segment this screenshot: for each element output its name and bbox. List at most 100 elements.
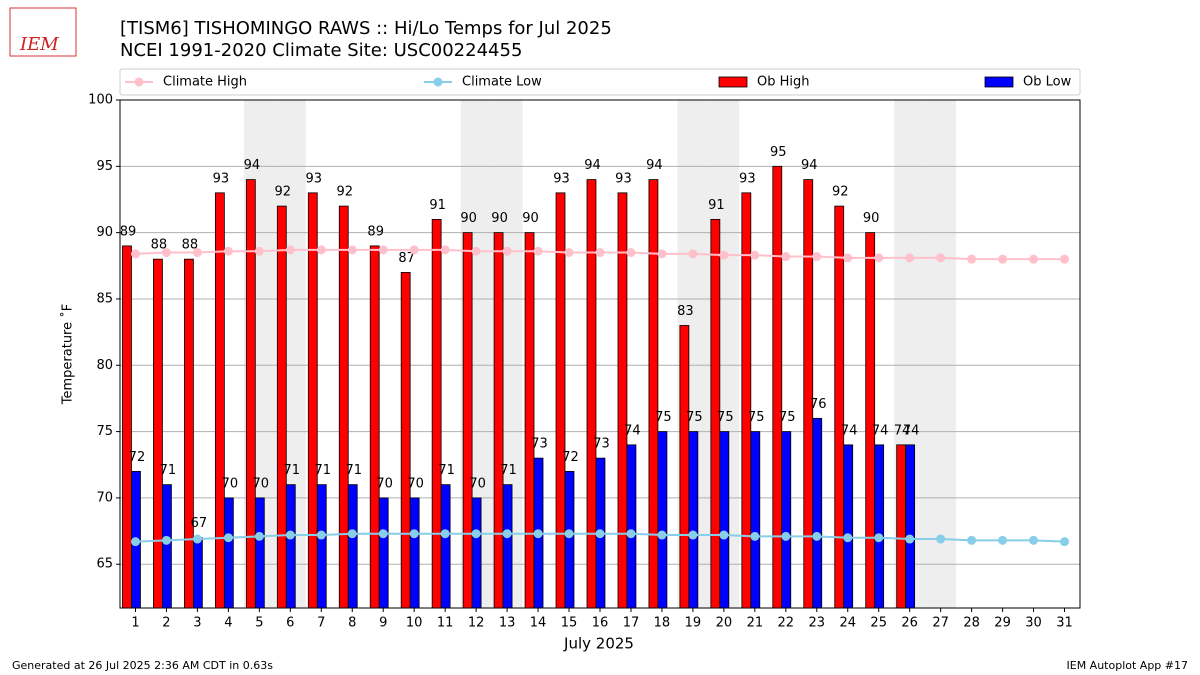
bar-value-label: 72 [129,450,146,465]
bar-value-label: 94 [244,158,261,173]
y-tick-label: 90 [96,225,113,240]
bar-value-label: 75 [655,410,672,425]
line-point [595,248,605,258]
line-point [161,535,171,545]
bar [493,232,504,609]
line-point [130,249,140,259]
x-tick-label: 5 [255,616,263,631]
x-tick-label: 11 [437,616,454,631]
bar [648,179,659,609]
legend-label: Climate High [163,75,247,90]
line-point [130,537,140,547]
bar [874,444,885,609]
bar-value-label: 74 [624,423,641,438]
line-point [223,533,233,543]
bar [750,431,761,609]
bar [316,484,327,609]
bar-value-label: 72 [562,450,579,465]
logo-box [9,7,77,57]
line-point [1060,537,1070,547]
line-point [316,530,326,540]
bar [772,165,783,609]
bar [781,431,792,609]
line-point [719,250,729,260]
bar-value-label: 90 [491,211,508,226]
bar [896,444,907,609]
line-point [905,534,915,544]
bar [688,431,699,609]
x-tick-label: 7 [317,616,325,631]
bar-value-label: 75 [686,410,703,425]
x-tick-label: 12 [468,616,485,631]
line-point [626,248,636,258]
bar-value-label: 91 [429,198,446,213]
line-point [874,533,884,543]
line-point [967,254,977,264]
line-point [192,248,202,258]
line-point [626,529,636,539]
bar-value-label: 94 [584,158,601,173]
bar [192,537,203,609]
x-tick-label: 19 [685,616,702,631]
bar-value-label: 93 [553,171,570,186]
bar [834,205,845,609]
line-point [378,529,388,539]
line-point [967,535,977,545]
bar-value-label: 92 [832,185,849,200]
bar-value-label: 74 [872,423,889,438]
x-tick-label: 29 [994,616,1011,631]
x-tick-label: 4 [224,616,232,631]
x-tick-label: 27 [932,616,949,631]
x-tick-label: 13 [499,616,516,631]
line-point [502,246,512,256]
bar-value-label: 87 [398,251,415,266]
bar [502,484,513,609]
line-point [812,531,822,541]
x-tick-label: 21 [747,616,764,631]
bar-value-label: 93 [306,171,323,186]
bar-value-label: 89 [120,224,137,239]
line-point [998,535,1008,545]
x-tick-label: 25 [870,616,887,631]
bar-value-label: 73 [593,437,610,452]
legend [119,68,1081,96]
bar-value-label: 70 [376,476,393,491]
bar [245,179,256,609]
line-point [688,530,698,540]
bar [347,484,358,609]
bar [153,258,163,609]
bar [617,192,628,609]
bar-value-label: 91 [708,198,725,213]
legend-marker [134,77,144,87]
bar-value-label: 89 [367,224,384,239]
line-point [657,530,667,540]
bar-value-label: 88 [151,238,168,253]
legend-label: Ob Low [1023,75,1072,90]
bar [524,232,535,609]
bar-value-label: 90 [863,211,880,226]
x-tick-label: 3 [193,616,201,631]
x-axis-label: July 2025 [563,635,634,653]
line-point [874,253,884,263]
x-tick-label: 9 [379,616,387,631]
bar-value-label: 90 [522,211,539,226]
y-tick-label: 70 [96,490,113,505]
line-point [409,245,419,255]
line-point [1029,254,1039,264]
bar-value-label: 73 [531,437,548,452]
x-tick-label: 28 [963,616,980,631]
line-point [905,253,915,263]
line-point [316,245,326,255]
line-point [595,529,605,539]
bar [431,218,442,609]
legend-swatch [718,76,748,88]
weekend-shade [925,100,957,608]
bar-value-label: 75 [779,410,796,425]
line-point [1060,254,1070,264]
x-tick-label: 2 [162,616,170,631]
bar-value-label: 88 [182,238,199,253]
line-point [378,245,388,255]
bar-value-label: 67 [191,516,208,531]
bar [369,245,380,609]
bar [657,431,668,609]
